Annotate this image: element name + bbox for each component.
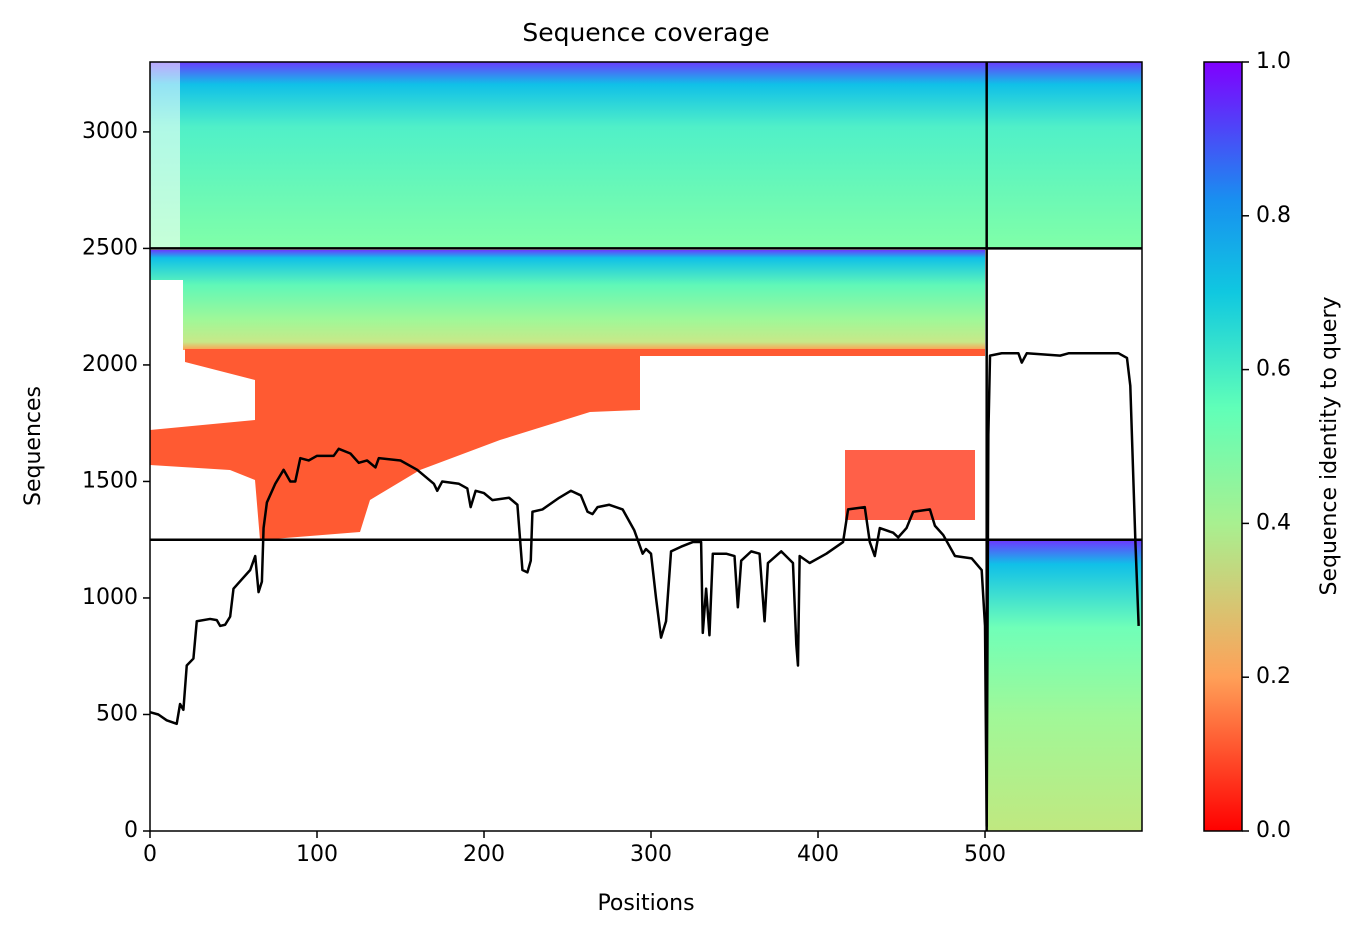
y-tick-label: 1500 bbox=[82, 468, 138, 493]
y-tick-label: 2000 bbox=[82, 352, 138, 377]
heatmap bbox=[150, 62, 1142, 831]
colorbar-label: Sequence identity to query bbox=[1317, 296, 1342, 595]
y-tick-label: 500 bbox=[96, 701, 138, 726]
x-tick-label: 200 bbox=[463, 842, 505, 867]
colorbar-tick-label: 0.0 bbox=[1256, 818, 1291, 843]
x-axis-label: Positions bbox=[597, 891, 694, 916]
heatmap-block bbox=[988, 541, 1142, 831]
heatmap-gap bbox=[150, 62, 180, 248]
colorbar-tick-label: 0.2 bbox=[1256, 664, 1291, 689]
colorbar-tick-label: 0.8 bbox=[1256, 203, 1291, 228]
y-tick-label: 1000 bbox=[82, 585, 138, 610]
x-tick-label: 100 bbox=[296, 842, 338, 867]
x-tick-label: 0 bbox=[143, 842, 157, 867]
heatmap-region bbox=[150, 349, 985, 540]
y-axis-label: Sequences bbox=[21, 386, 46, 506]
heatmap-region bbox=[845, 450, 975, 520]
chart-title: Sequence coverage bbox=[522, 18, 769, 47]
heatmap-gap bbox=[150, 280, 183, 350]
heatmap-block bbox=[150, 62, 1142, 248]
colorbar bbox=[1203, 61, 1243, 832]
x-tick-label: 500 bbox=[964, 842, 1006, 867]
colorbar-tick-label: 0.6 bbox=[1256, 357, 1291, 382]
y-tick-label: 0 bbox=[124, 818, 138, 843]
heatmap-block bbox=[150, 250, 985, 350]
colorbar-tick-label: 0.4 bbox=[1256, 510, 1291, 535]
y-tick-label: 2500 bbox=[82, 235, 138, 260]
x-tick-label: 300 bbox=[630, 842, 672, 867]
colorbar-tick-label: 1.0 bbox=[1256, 49, 1291, 74]
coverage-line bbox=[149, 352, 1140, 828]
y-tick-label: 3000 bbox=[82, 119, 138, 144]
plot-frame bbox=[149, 61, 1143, 832]
x-tick-label: 400 bbox=[797, 842, 839, 867]
